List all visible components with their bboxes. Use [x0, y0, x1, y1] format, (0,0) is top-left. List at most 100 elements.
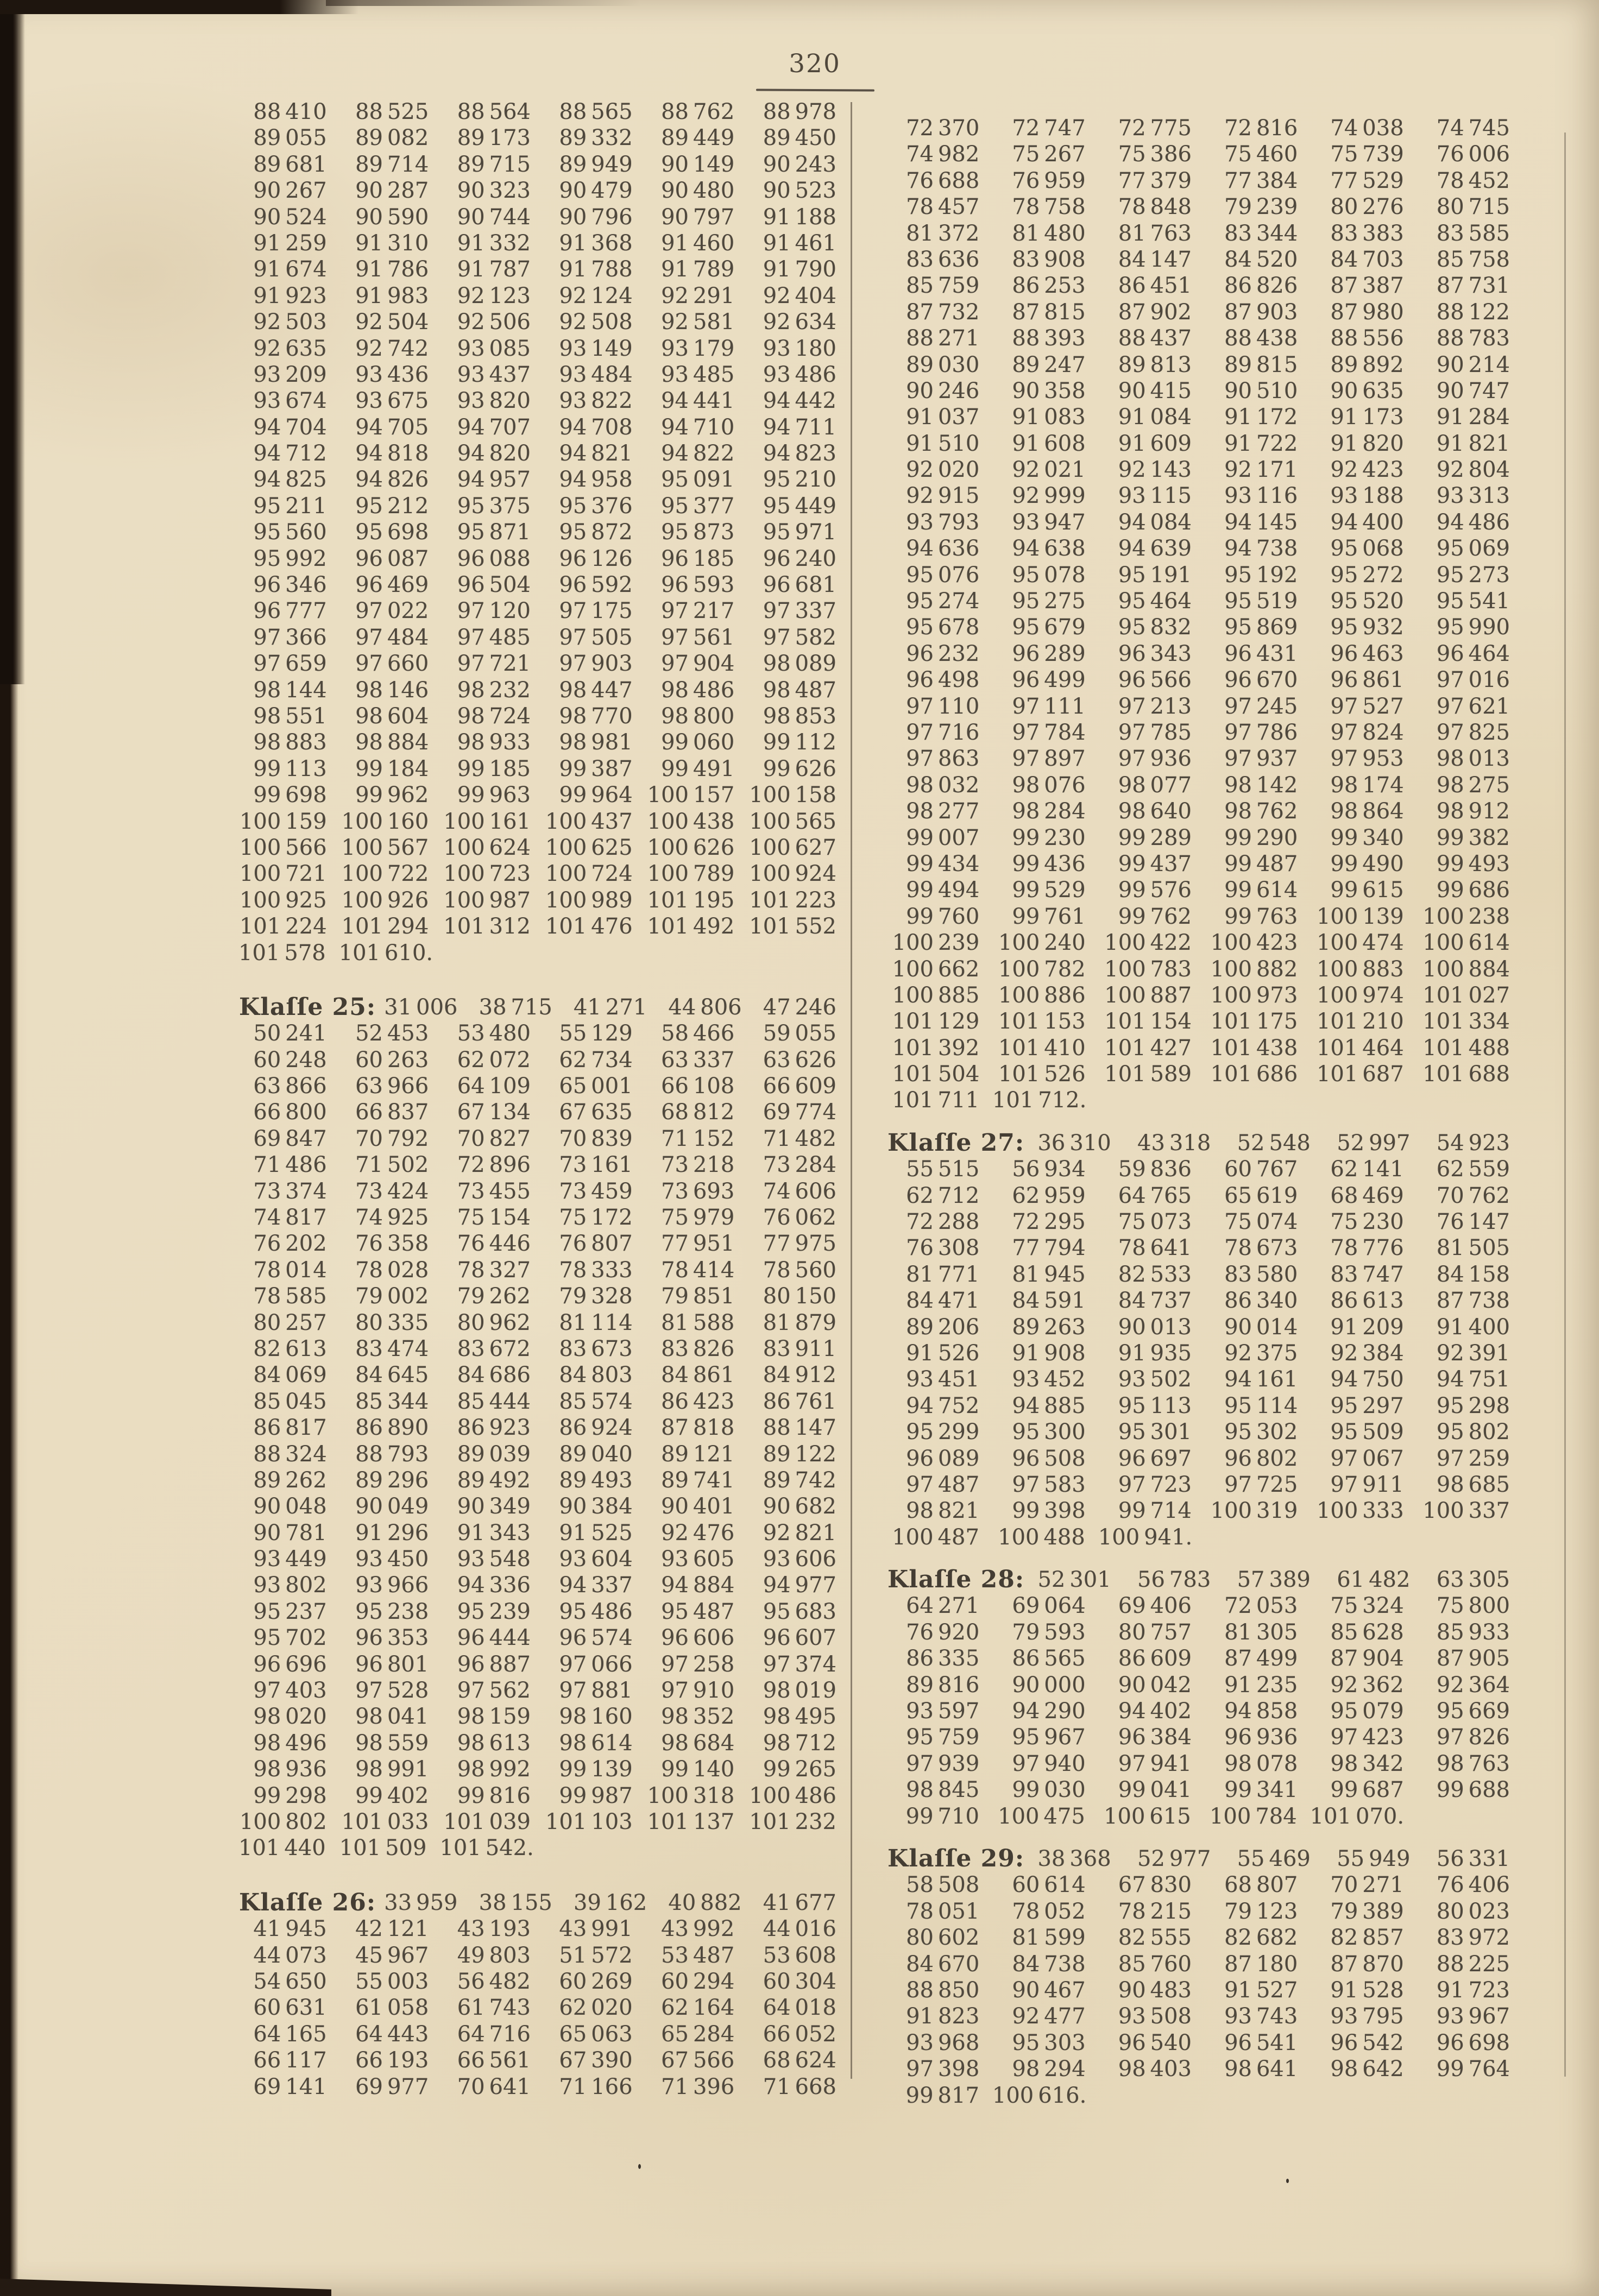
number-row: 81 372 81 480 81 763 83 344 83 383 83 585 [886, 220, 1523, 247]
lottery-number: 71 502 [355, 1152, 429, 1178]
number-row: 76 308 77 794 78 641 78 673 78 776 81 505 [886, 1235, 1523, 1261]
lottery-number: 101 686 [1210, 1062, 1298, 1087]
lottery-number: 99 487 [1224, 851, 1298, 876]
lottery-number: 93 451 [906, 1367, 980, 1392]
lottery-number: 85 759 [906, 273, 980, 299]
lottery-number: 96 574 [559, 1625, 633, 1651]
lottery-number: 91 235 [1224, 1672, 1298, 1698]
lottery-number: 72 775 [1118, 116, 1192, 141]
lottery-number: 94 818 [355, 441, 429, 466]
lottery-number: 100 474 [1316, 930, 1404, 956]
number-row: 99 113 99 184 99 185 99 387 99 491 99 626 [238, 756, 849, 782]
lottery-number: 98 284 [1012, 799, 1086, 824]
lottery-number: 100 616. [992, 2083, 1087, 2108]
lottery-number: 92 504 [355, 310, 429, 335]
lottery-number: 98 146 [355, 677, 429, 703]
lottery-number: 88 393 [1012, 326, 1086, 351]
lottery-number: 75 324 [1330, 1593, 1404, 1619]
number-row: 100 159 100 160 100 161 100 437 100 438 100 5… [238, 809, 849, 835]
lottery-number: 89 296 [355, 1467, 429, 1493]
lottery-number: 93 606 [763, 1547, 836, 1572]
lottery-number: 93 486 [763, 362, 836, 387]
number-row: 98 821 99 398 99 714 100 319 100 333 100 337 [886, 1498, 1523, 1524]
lottery-number: 95 971 [763, 520, 836, 545]
lottery-number: 87 904 [1330, 1646, 1404, 1671]
lottery-number: 97 485 [457, 625, 531, 650]
lottery-number: 91 460 [661, 230, 735, 256]
lottery-number: 76 006 [1436, 142, 1510, 167]
lottery-number: 89 206 [906, 1314, 980, 1340]
lottery-number: 77 384 [1224, 168, 1298, 193]
lottery-number: 101 070. [1310, 1803, 1405, 1829]
number-row: 86 335 86 565 86 609 87 499 87 904 87 905 [886, 1645, 1523, 1671]
number-row: 74 982 75 267 75 386 75 460 75 739 76 006 [886, 141, 1523, 167]
number-row: 76 202 76 358 76 446 76 807 77 951 77 975 [238, 1231, 849, 1257]
lottery-number: 83 672 [457, 1336, 531, 1361]
lottery-number: 95 992 [253, 546, 327, 571]
number-row: 60 248 60 263 62 072 62 734 63 337 63 626 [238, 1047, 849, 1073]
number-row: 69 847 70 792 70 827 70 839 71 152 71 482 [238, 1126, 849, 1152]
lottery-number: 57 389 [1237, 1567, 1311, 1593]
lottery-number: 94 858 [1224, 1699, 1298, 1724]
lottery-number: 95 273 [1436, 562, 1510, 588]
header-rule [756, 89, 875, 92]
lottery-number: 93 437 [457, 362, 531, 387]
lottery-number: 99 184 [355, 756, 429, 781]
lottery-number: 97 941 [1118, 1751, 1192, 1776]
lottery-number: 97 725 [1224, 1472, 1298, 1497]
lottery-number: 96 498 [906, 667, 980, 693]
lottery-number: 79 239 [1224, 194, 1298, 220]
lottery-number: 87 732 [906, 299, 980, 325]
lottery-number: 64 443 [355, 2021, 429, 2047]
lottery-number: 81 505 [1436, 1235, 1510, 1261]
klasse-25-section: Klaſſe 25: 31 006 38 715 41 271 44 806 47 246… [238, 994, 849, 1862]
lottery-number: 99 007 [906, 825, 980, 850]
lottery-number: 94 822 [661, 441, 735, 466]
lottery-number: 90 524 [253, 204, 327, 230]
lottery-number: 93 743 [1224, 2004, 1298, 2029]
lottery-number: 101 294 [341, 914, 429, 939]
lottery-number: 86 890 [355, 1415, 429, 1441]
lottery-number: 97 016 [1436, 667, 1510, 693]
lottery-number: 101 129 [892, 1009, 980, 1035]
lottery-number: 31 006 [384, 994, 458, 1020]
lottery-number: 83 972 [1436, 1925, 1510, 1951]
lottery-number: 101 542. [439, 1835, 534, 1861]
lottery-number: 90 049 [355, 1494, 429, 1519]
lottery-number: 84 703 [1330, 247, 1404, 272]
lottery-number: 61 743 [457, 1995, 531, 2021]
lottery-number: 99 614 [1224, 878, 1298, 903]
number-row: 100 566 100 567 100 624 100 625 100 626 100 6… [238, 835, 849, 861]
number-row: 88 271 88 393 88 437 88 438 88 556 88 783 [886, 325, 1523, 351]
lottery-number: 91 037 [906, 405, 980, 430]
lottery-number: 98 174 [1330, 772, 1404, 798]
lottery-number: 90 287 [355, 178, 429, 204]
lottery-number: 83 383 [1330, 220, 1404, 246]
lottery-number: 98 020 [253, 1704, 327, 1730]
lottery-number: 38 368 [1037, 1846, 1111, 1871]
lottery-number: 97 937 [1224, 746, 1298, 772]
lottery-number: 99 112 [763, 730, 836, 755]
lottery-number: 79 262 [457, 1284, 531, 1309]
lottery-number: 92 503 [253, 310, 327, 335]
lottery-number: 89 493 [559, 1467, 633, 1493]
lottery-number: 94 884 [661, 1573, 735, 1598]
lottery-number: 43 193 [457, 1916, 531, 1942]
lottery-number: 94 826 [355, 467, 429, 493]
lottery-number: 90 479 [559, 178, 633, 204]
lottery-number: 94 750 [1330, 1367, 1404, 1392]
lottery-number: 78 327 [457, 1257, 531, 1283]
lottery-number: 91 788 [559, 257, 633, 282]
lottery-number: 90 483 [1118, 1977, 1192, 2003]
number-row: 95 274 95 275 95 464 95 519 95 520 95 541 [886, 588, 1523, 614]
klasse-label: Klaſſe 27: [887, 1128, 1025, 1157]
lottery-number: 67 134 [457, 1100, 531, 1125]
lottery-number: 98 041 [355, 1704, 429, 1730]
lottery-number: 95 212 [355, 493, 429, 519]
column-divider-rule [851, 102, 852, 2079]
lottery-number: 93 674 [253, 388, 327, 414]
lottery-number: 101 224 [239, 914, 327, 939]
lottery-number: 89 247 [1012, 352, 1086, 377]
number-row: 94 752 94 885 95 113 95 114 95 297 95 298 [886, 1393, 1523, 1419]
lottery-number: 98 800 [661, 703, 735, 729]
